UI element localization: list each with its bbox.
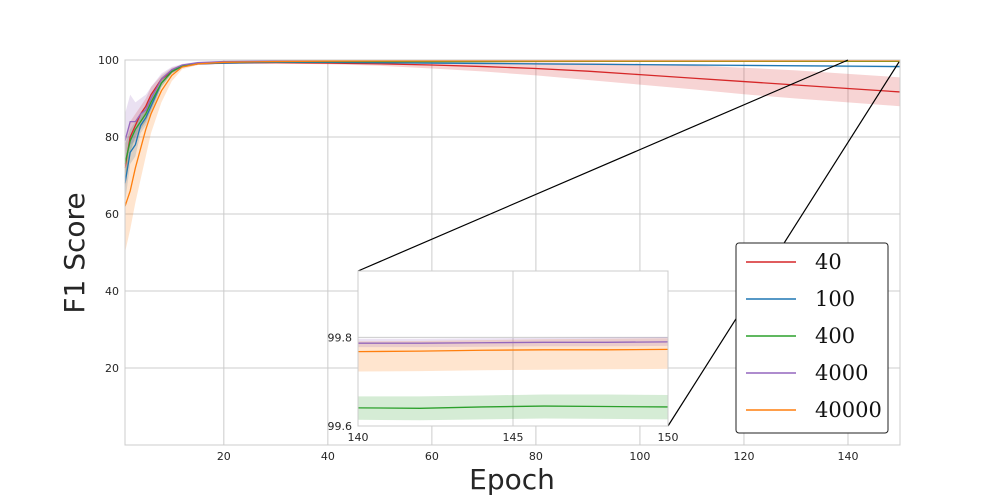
y-tick-label-0: 20 [105,362,119,375]
y-tick-labels: 20 40 60 80 100 [98,54,119,375]
legend-label-100: 100 [815,287,855,311]
y-tick-label-1: 40 [105,285,119,298]
inset-line-series-40000 [357,348,669,353]
x-tick-label-3: 80 [529,450,543,463]
legend-label-400: 400 [815,324,855,348]
y-axis-label: F1 Score [58,192,91,313]
inset-y-tick-label-0: 99.6 [328,420,353,433]
inset-line-series-4000 [358,341,669,344]
legend-box [735,242,889,434]
band-series-40 [125,61,900,191]
inset-band-series-400 [358,394,668,421]
inset-series-lines [357,341,669,409]
x-tick-label-5: 120 [733,450,754,463]
x-tick-labels: 20 40 60 80 100 120 140 [217,450,859,463]
inset-band-series-40000 [358,338,668,372]
y-tick-label-4: 100 [98,54,119,67]
main-grid [125,59,900,445]
y-tick-label-2: 60 [105,208,119,221]
inset-line-series-400 [357,405,669,409]
x-tick-label-4: 100 [629,450,650,463]
legend-label-40: 40 [815,250,842,274]
inset-x-tick-label-1: 145 [503,431,524,444]
main-confidence-bands [125,60,900,253]
inset-x-tick-label-2: 150 [658,431,679,444]
legend: 40 100 400 4000 40000 [735,242,889,434]
legend-label-4000: 4000 [815,361,868,385]
connector-line-top [357,59,849,272]
line-series-40000 [124,60,900,207]
legend-label-40000: 40000 [815,398,882,422]
inset-y-tick-labels: 99.6 99.8 [328,331,353,433]
main-series-lines [124,60,901,207]
x-tick-label-2: 60 [425,450,439,463]
x-axis-label: Epoch [469,463,555,496]
inset-x-tick-label-0: 140 [348,431,369,444]
line-series-100 [124,61,901,184]
zoom-inset: 140 145 150 99.6 99.8 [328,270,679,444]
x-tick-label-6: 140 [837,450,858,463]
inset-confidence-bands [358,336,668,421]
inset-y-tick-label-1: 99.8 [328,331,353,344]
x-tick-label-1: 40 [321,450,335,463]
inset-x-tick-labels: 140 145 150 [348,431,679,444]
x-tick-label-0: 20 [217,450,231,463]
plot-frame [124,59,901,446]
inset-frame [357,270,669,427]
y-tick-label-3: 80 [105,131,119,144]
